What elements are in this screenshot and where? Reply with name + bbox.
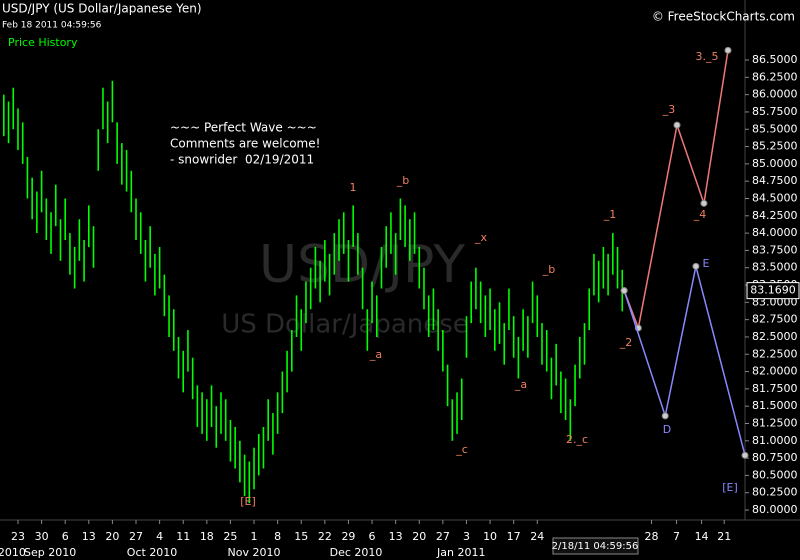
x-tick-label: 24: [530, 530, 544, 543]
cursor-box: [552, 537, 639, 555]
x-tick-label: 15: [294, 530, 308, 543]
y-tick-label: 82.2500: [752, 347, 798, 360]
wave-label: [E]: [240, 495, 256, 508]
x-tick-label: 23: [11, 530, 25, 543]
source: © FreeStockCharts.com: [652, 10, 795, 24]
y-tick-label: 80.0000: [752, 503, 798, 516]
plot-area: [3, 80, 624, 504]
wave-label: _b: [396, 174, 410, 187]
y-tick-label: 84.7500: [752, 174, 798, 187]
projection-point: [741, 451, 749, 459]
x-tick-label: 11: [176, 530, 190, 543]
x-tick-label: 7: [673, 530, 680, 543]
y-tick-label: 81.2500: [752, 416, 798, 429]
x-tick-label: 25: [223, 530, 237, 543]
x-tick-label: 13: [389, 530, 403, 543]
x-month-label: Jan 2011: [436, 546, 485, 559]
y-tick-label: 86.0000: [752, 88, 798, 101]
y-tick-label: 82.5000: [752, 330, 798, 343]
x-month-label: 2010: [0, 546, 26, 559]
y-tick-label: 85.0000: [752, 157, 798, 170]
chart-title: USD/JPY (US Dollar/Japanese Yen): [2, 2, 202, 16]
x-month-label: Oct 2010: [127, 546, 178, 559]
x-tick-label: 6: [369, 530, 376, 543]
x-tick-label: 29: [341, 530, 355, 543]
x-tick-label: 6: [62, 530, 69, 543]
wave-label: _3: [662, 103, 676, 116]
x-tick-label: 10: [483, 530, 497, 543]
wave-label: 2._c: [566, 433, 588, 446]
y-tick-label: 81.0000: [752, 434, 798, 447]
wave-label: _x: [474, 231, 488, 244]
x-month-label: Dec 2010: [330, 546, 383, 559]
y-tick-label: 80.2500: [752, 486, 798, 499]
projection-point: [724, 46, 732, 54]
x-tick-label: 1: [251, 530, 258, 543]
wave-label: _c: [455, 443, 468, 456]
x-tick-label: 17: [507, 530, 521, 543]
note: Comments are welcome!: [170, 137, 320, 151]
y-tick-label: 81.7500: [752, 382, 798, 395]
wave-label: _a: [514, 378, 527, 391]
watermark: US Dollar/Japanese: [221, 310, 469, 340]
x-tick-label: 20: [105, 530, 119, 543]
x-tick-label: 27: [129, 530, 143, 543]
x-tick-label: 21: [717, 530, 731, 543]
y-tick-label: 80.5000: [752, 468, 798, 481]
last-price-box: [746, 282, 800, 300]
wave-label: _a: [369, 348, 382, 361]
x-tick-label: 14: [695, 530, 709, 543]
x-tick-label: 20: [412, 530, 426, 543]
last-price-label: 83.1690: [750, 284, 796, 297]
x-tick-label: 30: [35, 530, 49, 543]
x-tick-label: 13: [82, 530, 96, 543]
wave-label: _4: [693, 208, 707, 221]
y-tick-label: 84.2500: [752, 209, 798, 222]
x-tick-label: 8: [274, 530, 281, 543]
y-tick-label: 85.5000: [752, 122, 798, 135]
projection-point: [620, 287, 628, 295]
wave-label: _1: [603, 208, 617, 221]
projection-point: [700, 199, 708, 207]
y-tick-label: 82.7500: [752, 313, 798, 326]
y-tick-label: 86.5000: [752, 53, 798, 66]
legend-entry: Price History: [8, 36, 78, 49]
wave-label: 3._5: [696, 50, 719, 63]
y-tick-label: 86.2500: [752, 70, 798, 83]
y-tick-label: 82.0000: [752, 365, 798, 378]
note: - snowrider 02/19/2011: [170, 153, 314, 167]
wave-label: _b: [542, 263, 556, 276]
y-tick-label: 83.5000: [752, 261, 798, 274]
x-tick-label: 27: [436, 530, 450, 543]
wave-label: D: [663, 423, 671, 436]
note: ~~~ Perfect Wave ~~~: [170, 121, 317, 135]
projection-line: [623, 266, 746, 456]
y-tick-label: 83.7500: [752, 243, 798, 256]
y-tick-label: 84.0000: [752, 226, 798, 239]
projection-point: [673, 121, 681, 129]
y-tick-label: 84.5000: [752, 191, 798, 204]
y-tick-label: 81.5000: [752, 399, 798, 412]
projection-point: [661, 412, 669, 420]
subtitle: Feb 18 2011 04:59:56: [2, 21, 102, 31]
x-month-label: Nov 2010: [228, 546, 281, 559]
wave-label: 1: [350, 181, 357, 194]
wave-label: _2: [619, 336, 633, 349]
x-month-label: Sep 2010: [24, 546, 76, 559]
y-tick-label: 85.2500: [752, 140, 798, 153]
x-tick-label: 22: [318, 530, 332, 543]
wave-label: [E]: [722, 481, 738, 494]
x-tick-label: 4: [156, 530, 163, 543]
x-tick-label: 28: [645, 530, 659, 543]
projection-point: [692, 262, 700, 270]
x-tick-label: 18: [200, 530, 214, 543]
wave-label: E: [703, 257, 710, 270]
y-tick-label: 85.7500: [752, 105, 798, 118]
cursor-time: 2/18/11 04:59:56: [552, 541, 639, 552]
y-tick-label: 80.7500: [752, 451, 798, 464]
x-tick-label: 3: [463, 530, 470, 543]
